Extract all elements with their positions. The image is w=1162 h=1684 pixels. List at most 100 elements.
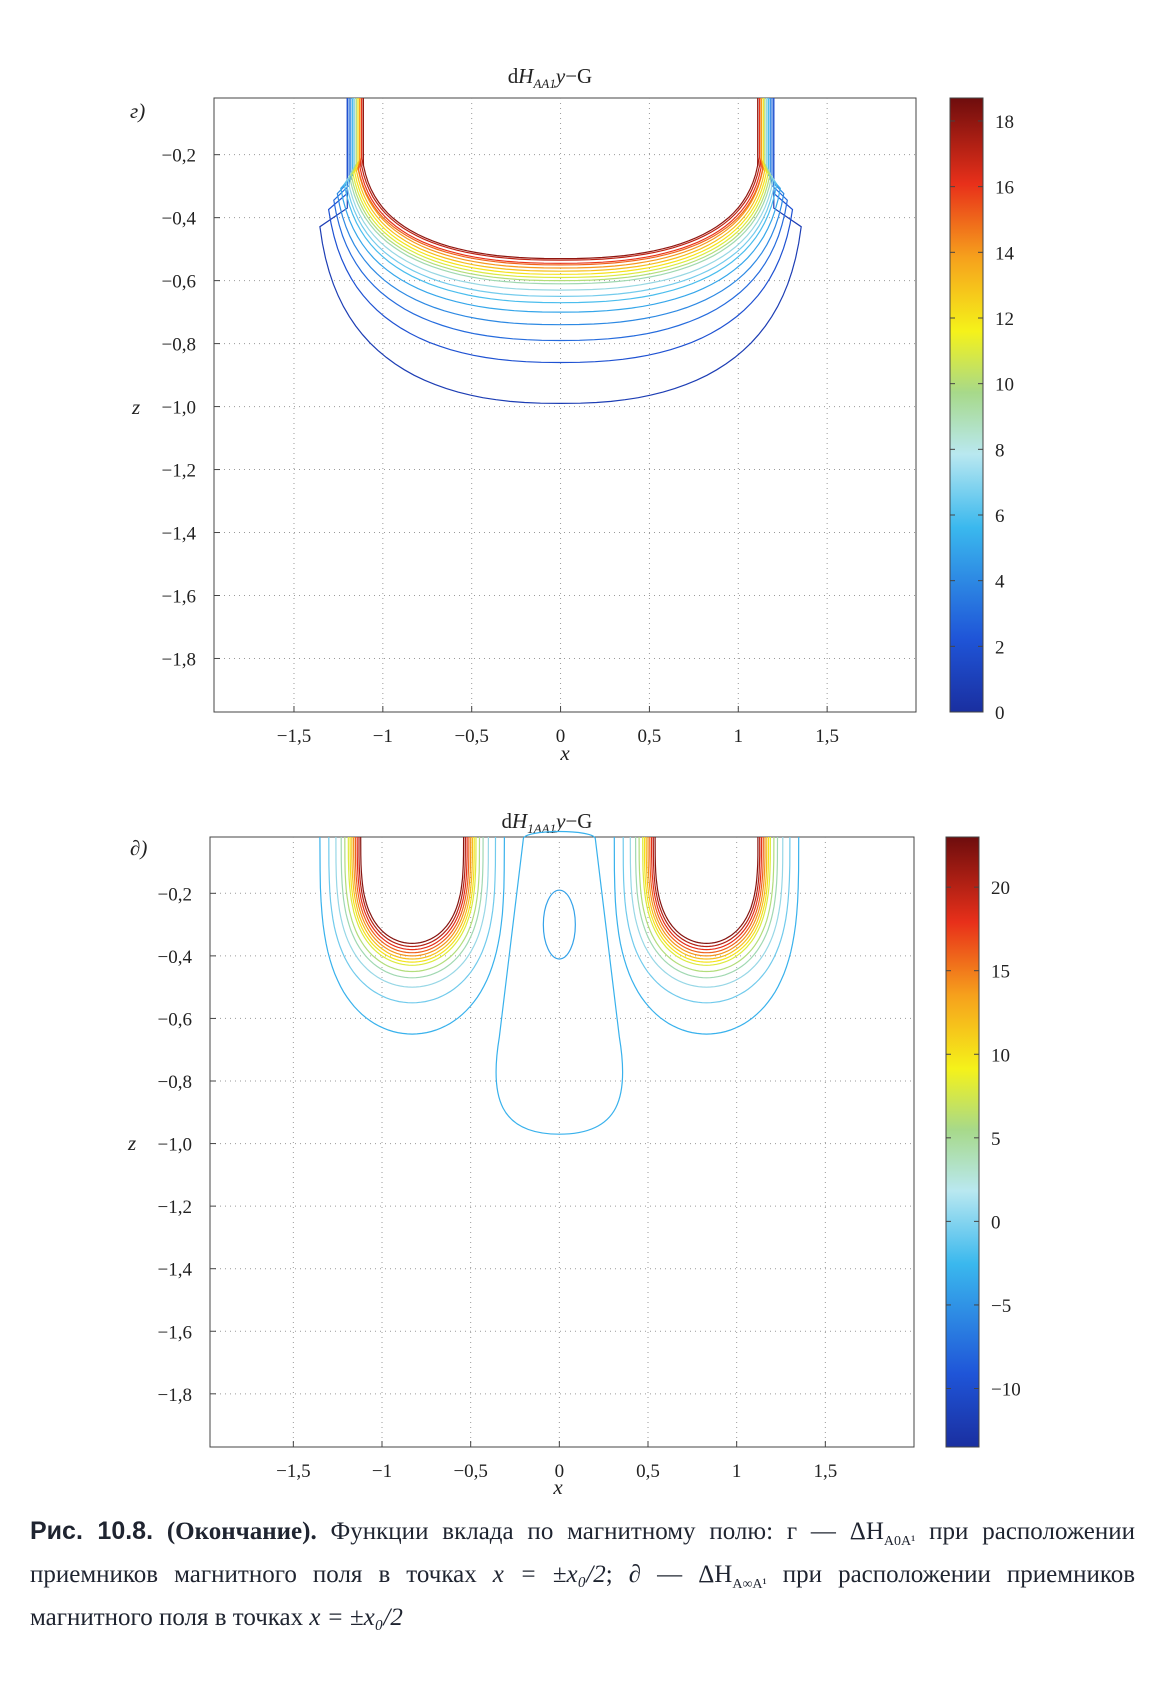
- contour-line: [328, 836, 791, 1004]
- contour-line: [343, 98, 778, 304]
- caption-text-2: при расположении приемников магнитного п…: [30, 1518, 1135, 1588]
- contour-line: [359, 98, 762, 264]
- contours-g: [319, 98, 802, 405]
- colorbar-tick-label: 0: [991, 1212, 1001, 1233]
- caption-text-4: при расположении приемников магнитного п…: [30, 1561, 1136, 1631]
- grid-g: [214, 98, 916, 712]
- colorbar-tick-label: 5: [991, 1129, 1001, 1150]
- y-ticks-d: −0,2 −0,4 −0,6 −0,8 −1,0 −1,2 −1,4 −1,6 −1,8: [158, 884, 193, 1406]
- colorbar-tick-label: 4: [995, 572, 1005, 593]
- panel-g-title: dHAA1y−G: [508, 64, 592, 91]
- colorbar-tick-label: 8: [995, 440, 1005, 461]
- grid-d: [210, 837, 914, 1447]
- colorbar-tick-label: 15: [991, 962, 1010, 983]
- contour-line: [344, 836, 775, 973]
- colorbar-g: [949, 97, 984, 713]
- contour-line: [358, 836, 761, 948]
- y-tick-label: −1,4: [162, 524, 197, 545]
- contour-line: [357, 98, 764, 269]
- contour-line: [347, 836, 771, 966]
- y-tick-label: −1,8: [162, 649, 196, 670]
- caption-sub-1: A0A¹: [883, 1534, 916, 1549]
- colorbar-ticks-g: 0 2 4 6 8 10 12 14 16 18: [950, 112, 1015, 724]
- x-tick-label: 1: [732, 1461, 742, 1482]
- caption-math-1: x = ±x₀/2: [492, 1561, 606, 1588]
- colorbar-tick-label: 10: [995, 375, 1014, 396]
- x-axis-label-d: x: [552, 1475, 563, 1499]
- x-tick-label: −0,5: [453, 1461, 487, 1482]
- contour-line: [354, 98, 768, 275]
- contour-line: [495, 830, 624, 1135]
- x-tick-label: 1,5: [815, 726, 839, 747]
- y-tick-label: −1,6: [162, 586, 196, 607]
- contour-line: [350, 98, 771, 282]
- contour-line: [353, 836, 766, 957]
- contour-line: [340, 836, 779, 979]
- caption-math-2: x = ±x₀/2: [309, 1604, 403, 1631]
- y-tick-label: −1,6: [158, 1322, 192, 1343]
- contour-line: [319, 98, 802, 405]
- colorbar-ticks-d: −10 −5 0 5 10 15 20: [946, 878, 1021, 1401]
- colorbar-tick-label: 18: [995, 112, 1014, 133]
- contour-line: [335, 836, 784, 988]
- x-tick-label: 0: [556, 726, 566, 747]
- contour-line: [355, 98, 766, 272]
- y-tick-label: −0,4: [158, 947, 193, 968]
- colorbar-tick-label: −10: [991, 1380, 1021, 1401]
- x-axis-label-g: x: [559, 741, 570, 765]
- caption-bold: (Окончание).: [166, 1518, 317, 1545]
- y-tick-label: −0,6: [158, 1009, 192, 1030]
- colorbar-tick-label: 0: [995, 703, 1005, 724]
- colorbar-tick-label: 10: [991, 1045, 1010, 1066]
- x-tick-label: 1,5: [813, 1461, 837, 1482]
- x-tick-label: 0: [555, 1461, 565, 1482]
- contour-line: [357, 98, 764, 266]
- y-tick-label: −0,4: [162, 209, 197, 230]
- colorbar-tick-label: 2: [995, 637, 1005, 658]
- x-tick-label: −0,5: [454, 726, 488, 747]
- x-ticks-g: −1,5 −1 −0,5 0 0,5 1 1,5: [277, 726, 839, 747]
- y-tick-label: −0,2: [158, 884, 192, 905]
- y-tick-label: −1,4: [158, 1260, 193, 1281]
- contour-line: [354, 836, 764, 954]
- contour-line: [345, 98, 776, 298]
- panel-d-label: ∂): [130, 836, 147, 860]
- contour-line: [356, 836, 763, 951]
- contour-line: [347, 98, 774, 291]
- contour-line: [361, 98, 761, 261]
- contour-line: [333, 98, 788, 342]
- y-ticks-g: −0,2 −0,4 −0,6 −0,8 −1,0 −1,2 −1,4 −1,6 −1,8: [162, 146, 197, 671]
- panel-g: dHAA1y−G г) −1,5 −1 −0,5 0 0,5 1 1,5 −0,2−0,4−…: [130, 64, 1015, 765]
- contour-line: [349, 836, 770, 963]
- contour-line: [327, 98, 794, 364]
- contour-line: [352, 98, 769, 279]
- x-tick-label: −1: [373, 726, 393, 747]
- caption-text-3: ; ∂ — ΔH: [605, 1561, 733, 1588]
- contour-line: [351, 836, 768, 960]
- y-tick-label: −0,6: [162, 272, 196, 293]
- colorbar-tick-label: 6: [995, 506, 1005, 527]
- y-tick-label: −1,0: [162, 398, 196, 419]
- y-tick-label: −0,2: [162, 146, 196, 167]
- colorbar-tick-label: 14: [995, 243, 1015, 264]
- contour-line: [362, 98, 759, 260]
- x-tick-label: −1: [372, 1461, 392, 1482]
- y-tick-label: −1,2: [158, 1197, 192, 1218]
- y-axis-label-g: z: [131, 395, 140, 419]
- y-tick-label: −1,0: [158, 1135, 192, 1156]
- y-tick-label: −1,2: [162, 461, 196, 482]
- y-tick-label: −0,8: [162, 335, 196, 356]
- caption-label: Рис. 10.8.: [30, 1517, 154, 1545]
- x-tick-label: 1: [734, 726, 744, 747]
- x-tick-label: 0,5: [636, 1461, 660, 1482]
- x-tick-label: −1,5: [277, 726, 311, 747]
- figure: dHAA1y−G г) −1,5 −1 −0,5 0 0,5 1 1,5 −0,2−0,4−…: [127, 64, 1021, 1499]
- y-tick-label: −1,8: [158, 1385, 192, 1406]
- contour-line: [542, 889, 576, 960]
- colorbar-tick-label: −5: [991, 1296, 1011, 1317]
- colorbar-tick-label: 12: [995, 309, 1014, 330]
- y-tick-label: −0,8: [158, 1072, 192, 1093]
- caption-text-1: Функции вклада по магнитному полю: г — Δ…: [330, 1518, 884, 1545]
- panel-g-label: г): [130, 99, 145, 123]
- panel-d: dH1AA1y−G ∂) −1,5 −1 −0,5 0 0,5 1 1,5 −0,2−0,4…: [127, 809, 1021, 1499]
